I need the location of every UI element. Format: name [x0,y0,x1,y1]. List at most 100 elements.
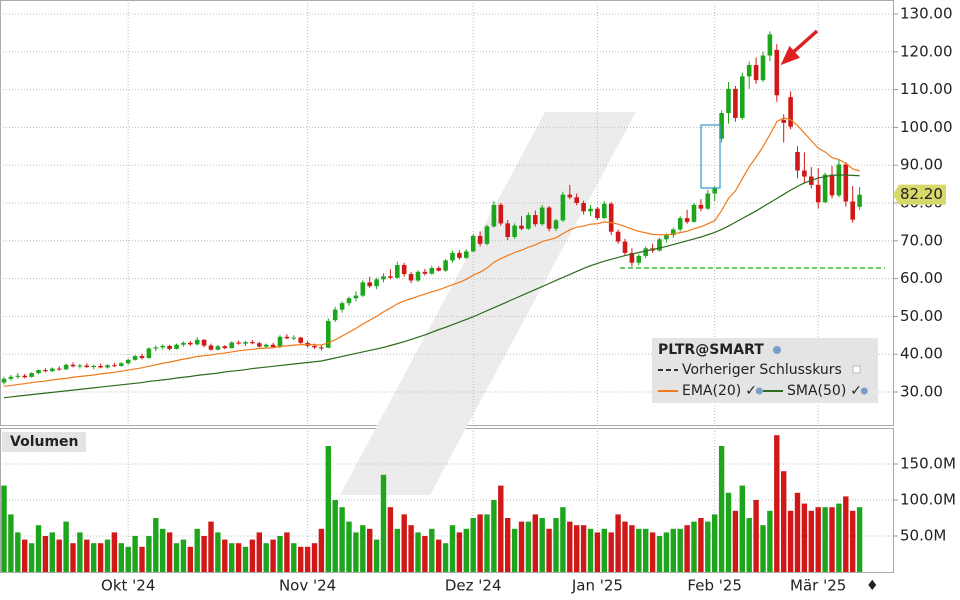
volume-bar [601,528,607,572]
candle-body [277,336,283,348]
candle-body [450,252,455,261]
candle-body [332,309,338,321]
candle-body [139,356,145,358]
arrow [780,29,819,66]
candle-body [43,370,48,372]
legend-checkbox[interactable] [852,365,861,374]
candle-body [91,365,96,368]
legend-label: SMA(50) [787,383,846,399]
legend-icon [860,387,868,395]
volume-bar [629,525,635,572]
candle-body [588,208,593,212]
candle-body [671,229,676,236]
volume-bar [449,525,456,572]
volume-bar [498,485,504,572]
candle-body [512,225,517,238]
candle-body [388,276,393,278]
volume-bar [580,525,587,572]
volume-bar [104,539,111,572]
volume-title-box [2,432,86,452]
candle-body [836,164,842,196]
y-tick-label: 120.00 [900,42,953,60]
volume-bar [63,521,69,572]
candle-body [105,365,110,368]
candle-body [29,373,34,377]
candle-body [457,252,462,258]
candle-body [615,231,621,242]
volume-bar [836,503,842,572]
volume-bar [436,539,442,572]
candle-body [477,235,483,244]
scroll-icon[interactable]: ♦ [866,578,879,594]
candle-body [698,204,704,209]
volume-bar [222,539,228,572]
volume-bar [608,532,614,572]
candle-body [574,197,579,203]
candle-body [843,164,849,202]
candle-body [767,34,773,56]
volume-bar [401,514,407,572]
volume-bar [332,500,338,572]
plot [1,31,885,572]
legend-label: Vorheriger Schlusskurs [682,362,842,378]
volume-bar [677,528,683,572]
candle-body [215,346,221,350]
candle-body [705,193,711,209]
last-price-tag [893,184,946,205]
x-tick-label: Mär '25 [790,577,846,595]
volume-bar [684,525,690,572]
candle-body [257,343,262,347]
volume-bar [670,528,676,572]
y-tick-label: 30.00 [900,382,943,400]
volume-bar [505,518,511,572]
volume-bar [194,528,200,572]
volume-bar [277,536,283,572]
candle-body [491,204,497,227]
volume-bar [856,507,863,572]
volume-bar [346,521,352,572]
candle-body [146,348,152,358]
candle-body [174,344,179,349]
candle-body [50,368,55,372]
x-tick-label: Okt '24 [101,577,155,595]
volume-bar [125,546,131,572]
candle-body [719,113,724,139]
candle-body [526,215,531,229]
volume-bar [843,496,849,572]
volume-bar [42,536,49,572]
volume-bar [732,510,739,572]
volume-bar [201,536,207,572]
volume-bar [146,536,152,572]
candle-body [436,268,441,271]
legend-icon [773,346,781,354]
candle-body [132,356,138,360]
candle-body [236,342,241,344]
volume-bar [263,543,269,572]
volume-bar [166,532,173,572]
candle-body [381,276,386,280]
ma-line [3,117,860,387]
volume-bar [829,507,835,572]
volume-bar [739,485,745,572]
candle-body [222,346,228,349]
volume-bar [794,492,801,572]
volume-bar [415,532,421,572]
candle-body [339,303,345,310]
volume-bar [325,446,331,572]
candle-body [788,97,793,127]
candle-body [519,225,524,229]
volume-bar [111,532,118,572]
candle-body [560,194,566,221]
candle-body [112,365,117,367]
y-tick-label: 40.00 [900,345,943,363]
candle-body [608,203,614,232]
candle-body [850,201,855,220]
candle-body [360,282,366,296]
y-tick-label: 50.00 [900,307,943,325]
highlight-box [700,124,721,189]
volume-bar [725,492,732,572]
candle-body [194,339,200,345]
volume-bar [249,539,256,572]
y-tick-label: 100.0M [900,491,956,509]
